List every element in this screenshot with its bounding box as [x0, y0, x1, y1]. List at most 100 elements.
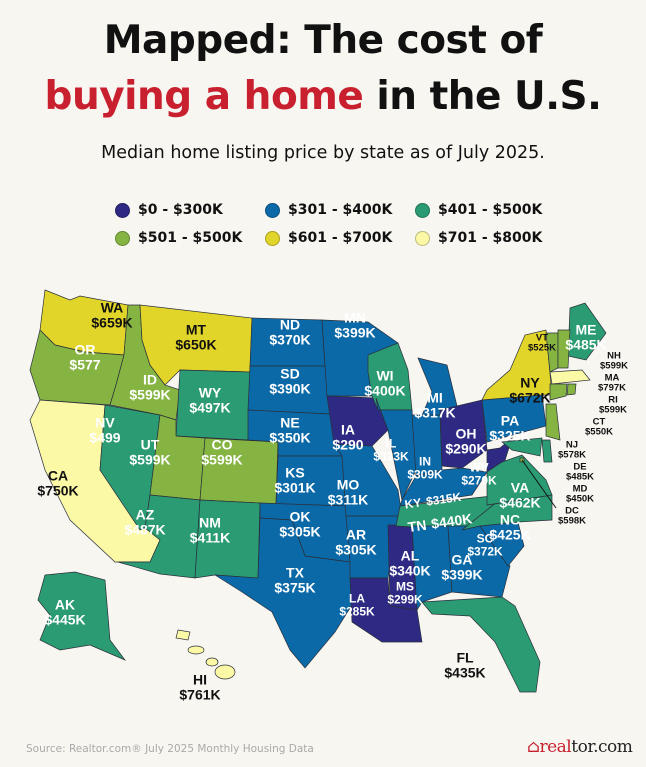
state-abbr: CT [592, 416, 606, 428]
state-price: $650K [175, 336, 217, 352]
state-price: $305K [335, 541, 377, 557]
state-label-md: MD $450K [566, 484, 594, 504]
state-price: $599K [600, 360, 628, 371]
state-abbr: OH [455, 425, 477, 442]
state-price: $372K [467, 544, 503, 558]
state-abbr: OR [74, 341, 96, 358]
state-ak [37, 571, 127, 661]
state-abbr: LA [349, 591, 365, 606]
legend-item: $0 - $300K [115, 202, 265, 218]
state-ia [326, 395, 389, 447]
state-price: $285K [339, 604, 375, 618]
state-price: $290 [332, 436, 364, 452]
state-abbr: TX [286, 564, 304, 581]
state-abbr: NY [520, 374, 540, 391]
state-abbr: UT [140, 436, 160, 453]
state-price: $599K [201, 451, 243, 467]
legend-label: $401 - $500K [438, 202, 543, 218]
legend-swatch-icon [265, 230, 280, 246]
state-label-ak: AK $445K [44, 597, 85, 626]
state-price: $435K [444, 664, 486, 680]
state-label-id: ID $599K [129, 372, 170, 401]
logo-part-1: real [539, 737, 572, 757]
state-label-az: AZ $487K [124, 507, 165, 536]
state-abbr: HI [192, 671, 207, 688]
state-label-ct: CT $550K [585, 416, 613, 437]
state-label-ny: NY $672K [509, 375, 550, 404]
state-abbr: NV [95, 414, 115, 431]
state-label-ms: MS $299K [387, 580, 422, 605]
legend-label: $301 - $400K [288, 202, 393, 218]
state-price: $323K [373, 449, 409, 463]
state-price: $311K [327, 491, 369, 507]
state-label-la: LA $285K [339, 592, 374, 617]
state-price: $400K [364, 382, 406, 398]
state-abbr: KY [403, 495, 423, 512]
state-nh [557, 329, 571, 369]
state-abbr: ME [575, 321, 597, 338]
legend-swatch-icon [415, 230, 430, 246]
state-md [501, 437, 543, 457]
legend-item: $301 - $400K [265, 202, 415, 218]
state-abbr: CA [47, 467, 69, 484]
state-label-in: IN $309K [407, 455, 442, 480]
state-hi-island [205, 657, 219, 667]
state-abbr: AZ [135, 506, 155, 523]
state-price: $577 [69, 356, 101, 372]
state-label-nv: NV $499 [89, 415, 120, 444]
state-label-nj: NJ $578K [558, 440, 586, 460]
state-label-sc: SC $372K [467, 532, 502, 557]
state-price: $578K [558, 449, 586, 460]
state-de [541, 439, 553, 463]
state-price: $672K [509, 389, 551, 405]
state-abbr: CO [211, 436, 233, 453]
legend-item: $501 - $500K [115, 230, 265, 246]
legend-item: $701 - $800K [415, 230, 555, 246]
state-label-fl: FL $435K [444, 650, 485, 679]
state-label-me: ME $485K [565, 322, 606, 351]
state-price: $450K [566, 493, 594, 504]
state-label-mo: MO $311K [328, 477, 368, 506]
legend-swatch-icon [115, 202, 130, 218]
subtitle: Median home listing price by state as of… [101, 143, 545, 163]
state-price: $299K [387, 592, 423, 606]
logo-part-2: tor.com [571, 737, 633, 757]
state-price: $750K [37, 482, 79, 498]
legend-swatch-icon [415, 202, 430, 218]
house-icon: ⌂ [527, 737, 540, 757]
state-price: $445K [44, 611, 86, 627]
dc-pointer-line [521, 459, 557, 509]
legend-label: $701 - $800K [438, 230, 543, 246]
state-label-il: IL $323K [373, 437, 408, 462]
state-label-al: AL $340K [389, 548, 430, 577]
state-price: $305K [279, 523, 321, 539]
state-label-wi: WI $400K [364, 368, 405, 397]
state-abbr: ID [142, 371, 157, 388]
state-price: $270K [461, 473, 497, 487]
state-price: $411K [189, 529, 231, 545]
state-abbr: KS [285, 464, 305, 481]
state-price: $425K [489, 526, 531, 542]
state-label-ut: UT $599K [129, 437, 170, 466]
state-label-dc: DC $598K [558, 506, 586, 526]
state-ri [566, 383, 577, 396]
state-la [349, 577, 423, 643]
state-price: $462K [499, 494, 541, 510]
state-abbr: IL [385, 436, 397, 451]
state-price: $497K [189, 399, 231, 415]
state-abbr: AR [345, 526, 367, 543]
state-abbr: ND [279, 316, 301, 333]
state-price: $499 [89, 429, 121, 445]
state-abbr: IA [341, 421, 355, 438]
state-hi-island [214, 664, 236, 680]
state-label-de: DE $485K [566, 462, 594, 482]
state-price: $399K [441, 566, 483, 582]
state-price: $550K [585, 426, 613, 437]
state-price: $599K [599, 404, 627, 415]
state-price: $317K [414, 404, 456, 420]
state-price: $761K [179, 686, 221, 702]
title-highlight: buying a home [44, 74, 364, 119]
state-label-oh: OH $290K [445, 426, 486, 455]
legend-label: $501 - $500K [138, 230, 243, 246]
state-label-ks: KS $301K [274, 465, 315, 494]
